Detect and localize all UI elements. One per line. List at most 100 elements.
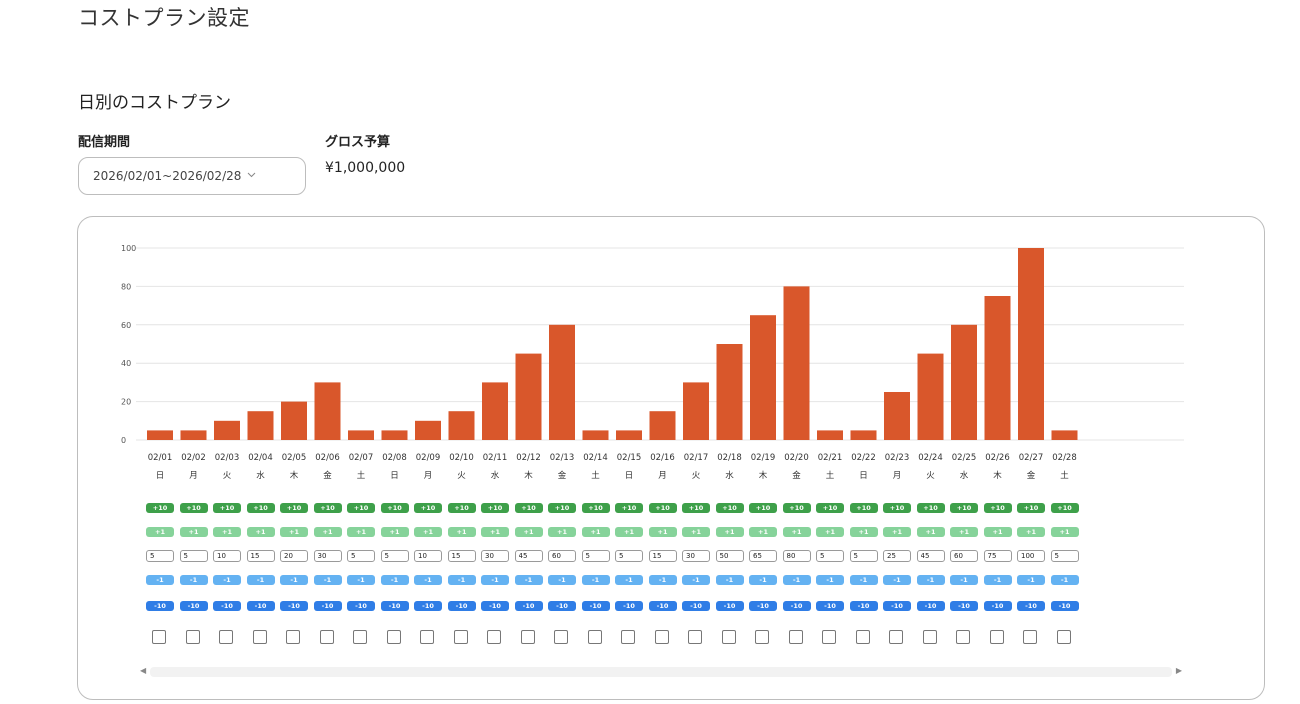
minus-1-button[interactable]: -1 xyxy=(179,575,208,585)
bar[interactable] xyxy=(750,315,776,440)
scrollbar-track[interactable] xyxy=(150,667,1172,677)
daily-value-input[interactable] xyxy=(715,550,744,562)
daily-value-input[interactable] xyxy=(548,550,576,562)
bar[interactable] xyxy=(214,420,240,440)
minus-1-button[interactable]: -1 xyxy=(146,575,174,585)
plus-10-button[interactable]: +10 xyxy=(313,503,342,513)
daily-value-input[interactable] xyxy=(347,550,375,562)
plus-10-button[interactable]: +10 xyxy=(615,503,643,513)
minus-10-button[interactable]: -10 xyxy=(849,601,878,611)
plus-10-button[interactable]: +10 xyxy=(548,503,576,513)
minus-10-button[interactable]: -10 xyxy=(581,601,610,611)
day-checkbox[interactable] xyxy=(487,630,501,644)
minus-10-button[interactable]: -10 xyxy=(816,601,844,611)
daily-value-input[interactable] xyxy=(1017,550,1045,562)
daily-value-input[interactable] xyxy=(447,550,476,562)
bar[interactable] xyxy=(917,353,944,440)
minus-10-button[interactable]: -10 xyxy=(648,601,677,611)
minus-1-button[interactable]: -1 xyxy=(648,575,677,585)
day-checkbox[interactable] xyxy=(721,630,736,644)
minus-1-button[interactable]: -1 xyxy=(246,575,275,585)
bar[interactable] xyxy=(783,286,810,440)
plus-1-button[interactable]: +1 xyxy=(1050,527,1079,537)
minus-1-button[interactable]: -1 xyxy=(615,575,643,585)
minus-10-button[interactable]: -10 xyxy=(313,601,342,611)
day-checkbox[interactable] xyxy=(554,630,568,644)
daily-value-input[interactable] xyxy=(849,550,878,562)
bar[interactable] xyxy=(147,430,173,440)
bar[interactable] xyxy=(515,353,542,440)
plus-10-button[interactable]: +10 xyxy=(682,503,710,513)
period-select[interactable]: 2026/02/01~2026/02/28 xyxy=(78,157,306,195)
day-checkbox[interactable] xyxy=(889,630,903,644)
minus-1-button[interactable]: -1 xyxy=(749,575,777,585)
minus-1-button[interactable]: -1 xyxy=(1017,575,1045,585)
minus-10-button[interactable]: -10 xyxy=(682,601,710,611)
day-checkbox[interactable] xyxy=(822,630,836,644)
day-checkbox[interactable] xyxy=(219,630,233,644)
plus-1-button[interactable]: +1 xyxy=(1017,527,1045,537)
bar[interactable] xyxy=(348,430,374,440)
plus-10-button[interactable]: +10 xyxy=(213,503,241,513)
daily-value-input[interactable] xyxy=(313,550,342,562)
daily-value-input[interactable] xyxy=(1050,550,1079,562)
minus-1-button[interactable]: -1 xyxy=(414,575,442,585)
day-checkbox[interactable] xyxy=(755,630,769,644)
minus-1-button[interactable]: -1 xyxy=(849,575,878,585)
minus-1-button[interactable]: -1 xyxy=(816,575,844,585)
plus-1-button[interactable]: +1 xyxy=(883,527,911,537)
plus-1-button[interactable]: +1 xyxy=(481,527,509,537)
daily-value-input[interactable] xyxy=(950,550,978,562)
minus-10-button[interactable]: -10 xyxy=(782,601,811,611)
day-checkbox[interactable] xyxy=(855,630,870,644)
bar[interactable] xyxy=(984,296,1011,440)
plus-10-button[interactable]: +10 xyxy=(1050,503,1079,513)
minus-1-button[interactable]: -1 xyxy=(447,575,476,585)
plus-1-button[interactable]: +1 xyxy=(414,527,442,537)
minus-10-button[interactable]: -10 xyxy=(983,601,1012,611)
daily-value-input[interactable] xyxy=(648,550,677,562)
minus-1-button[interactable]: -1 xyxy=(280,575,308,585)
daily-value-input[interactable] xyxy=(514,550,543,562)
plus-1-button[interactable]: +1 xyxy=(514,527,543,537)
bar[interactable] xyxy=(281,401,307,440)
plus-1-button[interactable]: +1 xyxy=(246,527,275,537)
day-checkbox[interactable] xyxy=(654,630,669,644)
day-checkbox[interactable] xyxy=(319,630,334,644)
day-checkbox[interactable] xyxy=(688,630,702,644)
plus-1-button[interactable]: +1 xyxy=(347,527,375,537)
daily-value-input[interactable] xyxy=(414,550,442,562)
bar[interactable] xyxy=(381,430,408,440)
plus-10-button[interactable]: +10 xyxy=(950,503,978,513)
plus-10-button[interactable]: +10 xyxy=(414,503,442,513)
minus-10-button[interactable]: -10 xyxy=(950,601,978,611)
plus-1-button[interactable]: +1 xyxy=(682,527,710,537)
plus-10-button[interactable]: +10 xyxy=(481,503,509,513)
plus-1-button[interactable]: +1 xyxy=(146,527,174,537)
bar[interactable] xyxy=(716,344,743,440)
minus-10-button[interactable]: -10 xyxy=(246,601,275,611)
plus-1-button[interactable]: +1 xyxy=(380,527,409,537)
plus-10-button[interactable]: +10 xyxy=(648,503,677,513)
day-checkbox[interactable] xyxy=(453,630,468,644)
plus-10-button[interactable]: +10 xyxy=(146,503,174,513)
plus-10-button[interactable]: +10 xyxy=(715,503,744,513)
bar[interactable] xyxy=(683,382,709,440)
plus-10-button[interactable]: +10 xyxy=(347,503,375,513)
plus-10-button[interactable]: +10 xyxy=(983,503,1012,513)
bar[interactable] xyxy=(1018,248,1044,440)
daily-value-input[interactable] xyxy=(615,550,643,562)
plus-10-button[interactable]: +10 xyxy=(782,503,811,513)
minus-1-button[interactable]: -1 xyxy=(213,575,241,585)
bar[interactable] xyxy=(884,392,910,440)
minus-1-button[interactable]: -1 xyxy=(950,575,978,585)
bar[interactable] xyxy=(314,382,341,440)
minus-10-button[interactable]: -10 xyxy=(481,601,509,611)
plus-10-button[interactable]: +10 xyxy=(246,503,275,513)
day-checkbox[interactable] xyxy=(252,630,267,644)
plus-1-button[interactable]: +1 xyxy=(950,527,978,537)
minus-1-button[interactable]: -1 xyxy=(1050,575,1079,585)
daily-value-input[interactable] xyxy=(782,550,811,562)
bar[interactable] xyxy=(616,430,642,440)
horizontal-scrollbar[interactable]: ◀ ▶ xyxy=(138,665,1184,679)
